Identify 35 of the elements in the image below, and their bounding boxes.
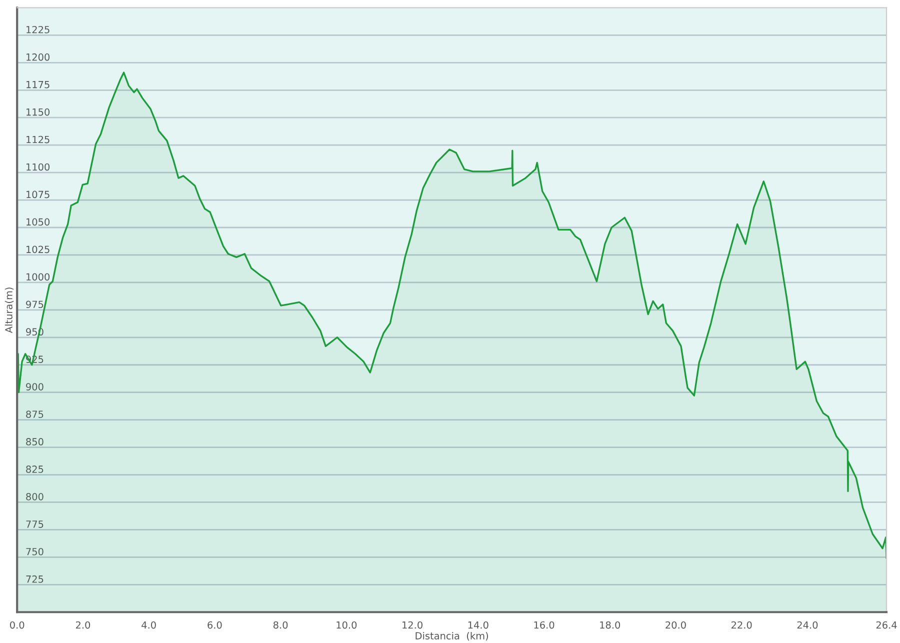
x-tick-label: 2.0: [76, 621, 90, 629]
y-tick-label: 1100: [26, 163, 50, 171]
y-tick-label: 1175: [26, 81, 50, 88]
y-tick-label: 1000: [26, 273, 50, 281]
y-tick-label: 850: [26, 438, 44, 446]
y-tick-label: 1075: [26, 190, 50, 198]
y-tick-label: 750: [26, 548, 44, 556]
y-tick-label: 1225: [26, 26, 50, 34]
y-tick-label: 1025: [26, 246, 50, 254]
x-tick-label: 26.4: [876, 621, 897, 629]
y-tick-label: 1050: [26, 218, 50, 226]
x-tick-label: 10.0: [336, 621, 357, 629]
x-tick-label: 18.0: [600, 621, 620, 629]
x-tick-label: 0.0: [10, 621, 24, 629]
x-tick-label: 12.0: [402, 621, 422, 629]
y-tick-label: 775: [26, 520, 44, 528]
y-tick-label: 1200: [26, 53, 50, 61]
y-tick-label: 900: [26, 383, 44, 390]
x-tick-label: 22.0: [731, 621, 752, 629]
x-tick-label: 24.0: [797, 621, 818, 629]
y-tick-label: 1125: [26, 136, 50, 144]
y-tick-label: 825: [26, 466, 44, 473]
x-tick-label: 14.0: [468, 621, 488, 629]
x-tick-label: 20.0: [666, 621, 686, 629]
y-tick-label: 1150: [26, 108, 50, 116]
x-axis-title: Distancia (km): [416, 632, 488, 641]
y-axis-title: Altura(m): [4, 288, 14, 334]
y-tick-label: 875: [26, 410, 44, 418]
y-tick-label: 975: [26, 300, 44, 308]
y-tick-label: 800: [26, 493, 44, 500]
x-tick-label: 8.0: [273, 621, 288, 629]
x-tick-label: 4.0: [142, 621, 156, 629]
x-tick-label: 6.0: [208, 621, 222, 629]
y-tick-label: 725: [26, 575, 44, 583]
x-tick-label: 16.0: [534, 621, 554, 629]
